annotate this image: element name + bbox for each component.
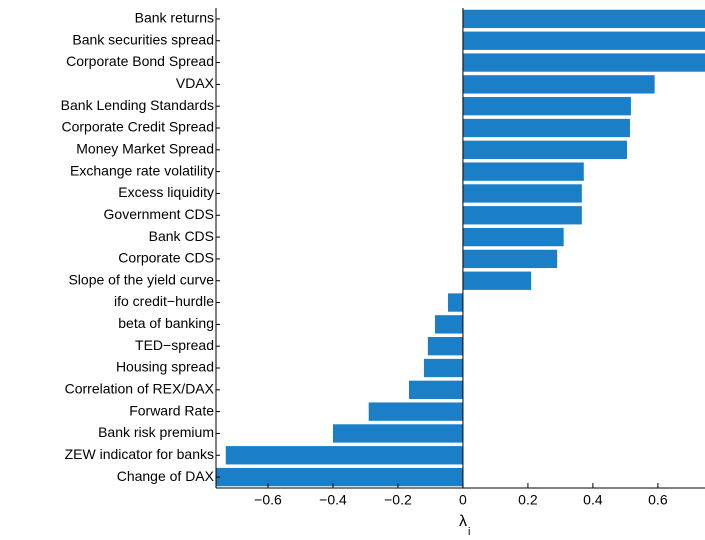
x-tick-label: 0.2 (518, 492, 538, 508)
bar (462, 206, 582, 225)
y-tick-label: TED−spread (135, 337, 214, 353)
x-tick-label: 0 (459, 492, 467, 508)
bar (462, 118, 630, 138)
y-tick-label: Money Market Spread (76, 141, 214, 157)
y-tick-label: Change of DAX (117, 468, 215, 484)
bar (462, 53, 705, 72)
y-tick-label: Government CDS (104, 206, 214, 222)
bar (462, 184, 582, 203)
x-axis-label: λ (459, 513, 467, 530)
bar (462, 162, 584, 181)
bar (409, 380, 463, 399)
y-tick-label: Forward Rate (129, 402, 214, 418)
y-tick-label: Excess liquidity (118, 184, 214, 200)
y-tick-label: Correlation of REX/DAX (65, 381, 215, 397)
y-tick-label: Bank Lending Standards (61, 97, 214, 113)
x-tick-label: −0.2 (384, 492, 412, 508)
x-axis-label-subscript: i (468, 526, 470, 538)
y-tick-label: Bank securities spread (72, 31, 214, 47)
y-tick-label: ifo credit−hurdle (114, 293, 214, 309)
y-tick-label: beta of banking (118, 315, 214, 331)
bar (423, 358, 463, 378)
bar (462, 271, 532, 290)
y-tick-label: Corporate Bond Spread (66, 53, 214, 69)
plot-area (216, 9, 705, 487)
y-tick-label: Corporate CDS (118, 250, 214, 266)
bar (225, 446, 463, 465)
x-tick-label: 0.4 (583, 492, 603, 508)
bar (462, 9, 705, 29)
bar (462, 97, 631, 116)
y-tick-label: Bank returns (135, 10, 214, 26)
y-tick-label: ZEW indicator for banks (65, 446, 214, 462)
bar (462, 140, 628, 159)
bar (447, 293, 463, 312)
y-tick-label: Corporate Credit Spread (61, 119, 214, 135)
bar (332, 424, 463, 443)
bar (216, 467, 463, 487)
bar (462, 31, 705, 50)
y-tick-label: VDAX (176, 75, 215, 91)
y-tick-label: Exchange rate volatility (70, 162, 214, 178)
bar (462, 227, 564, 247)
bar (434, 315, 463, 334)
bar (368, 402, 463, 421)
y-tick-label: Bank risk premium (98, 424, 214, 440)
bar (462, 249, 558, 269)
bar (462, 75, 655, 94)
y-tick-label: Housing spread (116, 359, 214, 375)
y-tick-label: Bank CDS (149, 228, 214, 244)
bar (427, 337, 463, 356)
x-tick-label: 0.6 (648, 492, 668, 508)
x-tick-label: −0.6 (254, 492, 282, 508)
x-tick-label: −0.4 (319, 492, 347, 508)
y-tick-label: Slope of the yield curve (68, 271, 214, 287)
